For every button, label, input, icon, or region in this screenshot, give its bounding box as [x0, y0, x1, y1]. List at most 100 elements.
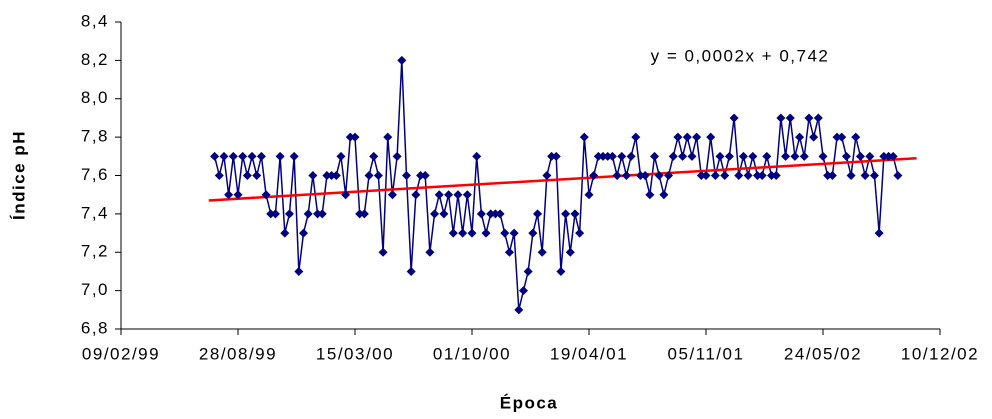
marker [289, 151, 299, 161]
marker [514, 305, 524, 315]
marker [767, 171, 777, 180]
marker [490, 209, 500, 219]
marker [743, 171, 753, 180]
marker [238, 151, 248, 161]
y-tick-label: 7,8 [81, 127, 109, 146]
marker [350, 132, 360, 142]
marker [734, 171, 744, 180]
marker [757, 171, 767, 180]
marker [219, 151, 229, 161]
marker [518, 286, 528, 296]
marker [294, 266, 304, 276]
marker [645, 190, 655, 200]
marker [701, 171, 711, 180]
marker [813, 113, 823, 123]
marker [664, 171, 674, 180]
marker [406, 266, 416, 276]
data-line [213, 60, 899, 310]
marker [659, 190, 669, 200]
marker [401, 171, 411, 180]
marker [752, 171, 762, 180]
marker [809, 132, 819, 142]
marker [467, 228, 477, 238]
marker [299, 228, 309, 238]
marker [696, 171, 706, 180]
marker [336, 151, 346, 161]
marker [706, 132, 716, 142]
marker [444, 190, 454, 200]
marker [720, 171, 730, 180]
marker [252, 171, 262, 180]
y-tick-label: 7,4 [81, 203, 109, 222]
marker [785, 113, 795, 123]
marker [846, 171, 856, 180]
marker [804, 113, 814, 123]
marker [345, 132, 355, 142]
marker [369, 151, 379, 161]
marker [373, 171, 383, 180]
marker [771, 171, 781, 180]
marker [570, 209, 580, 219]
marker [308, 171, 318, 180]
marker [879, 151, 889, 161]
x-tick-label: 05/11/01 [668, 344, 745, 363]
marker [654, 171, 664, 180]
marker [715, 151, 725, 161]
marker [682, 132, 692, 142]
marker [392, 151, 402, 161]
marker [458, 228, 468, 238]
marker [313, 209, 323, 219]
marker [397, 55, 407, 65]
marker [668, 151, 678, 161]
marker [579, 132, 589, 142]
marker [341, 190, 351, 200]
marker [500, 228, 510, 238]
marker [495, 209, 505, 219]
marker [827, 171, 837, 180]
marker [748, 151, 758, 161]
marker [439, 209, 449, 219]
marker [523, 266, 533, 276]
y-tick-label: 8,4 [81, 11, 109, 30]
marker [284, 209, 294, 219]
marker [448, 228, 458, 238]
marker [472, 151, 482, 161]
x-tick-label: 10/12/02 [901, 344, 979, 363]
marker [738, 151, 748, 161]
y-tick-label: 6,8 [81, 318, 109, 337]
marker [416, 171, 426, 180]
marker [673, 132, 683, 142]
marker [865, 151, 875, 161]
marker [617, 151, 627, 161]
marker [855, 151, 865, 161]
marker [818, 151, 828, 161]
marker [837, 132, 847, 142]
marker [893, 171, 903, 180]
marker [387, 190, 397, 200]
marker [710, 171, 720, 180]
marker [832, 132, 842, 142]
marker [359, 209, 369, 219]
marker [364, 171, 374, 180]
marker [327, 171, 337, 180]
marker [575, 228, 585, 238]
marker [425, 247, 435, 257]
marker [266, 209, 276, 219]
marker [420, 171, 430, 180]
marker [476, 209, 486, 219]
marker [556, 266, 566, 276]
marker [598, 151, 608, 161]
y-tick-label: 7,2 [81, 242, 109, 261]
marker [612, 171, 622, 180]
trend-line [208, 156, 917, 202]
marker [561, 209, 571, 219]
marker [210, 151, 220, 161]
y-tick-label: 8,0 [81, 88, 109, 107]
y-tick-label: 8,2 [81, 50, 109, 69]
marker [729, 113, 739, 123]
marker [884, 151, 894, 161]
marker [799, 151, 809, 161]
marker [355, 209, 365, 219]
